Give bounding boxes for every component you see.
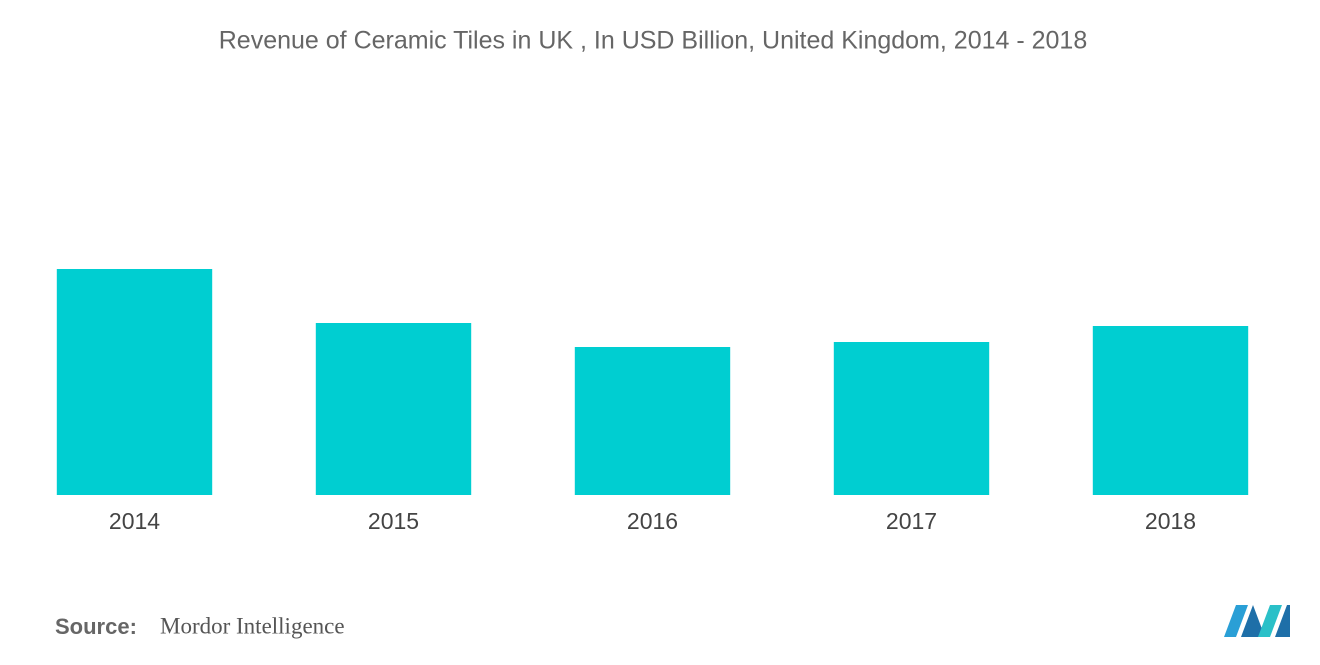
source-label: Source: [55, 614, 137, 639]
bar [833, 342, 990, 495]
x-tick-label: 2015 [368, 508, 419, 534]
x-tick-label: 2014 [109, 508, 160, 534]
source-text: Mordor Intelligence [160, 613, 345, 638]
logo [1224, 605, 1290, 637]
bar [315, 323, 472, 495]
bar [56, 269, 213, 495]
bar [574, 347, 731, 495]
x-tick-label: 2018 [1145, 508, 1196, 534]
x-tick-label: 2016 [627, 508, 678, 534]
x-tick-label: 2017 [886, 508, 937, 534]
bar [1092, 326, 1249, 495]
chart-title: Revenue of Ceramic Tiles in UK , In USD … [219, 27, 1087, 55]
